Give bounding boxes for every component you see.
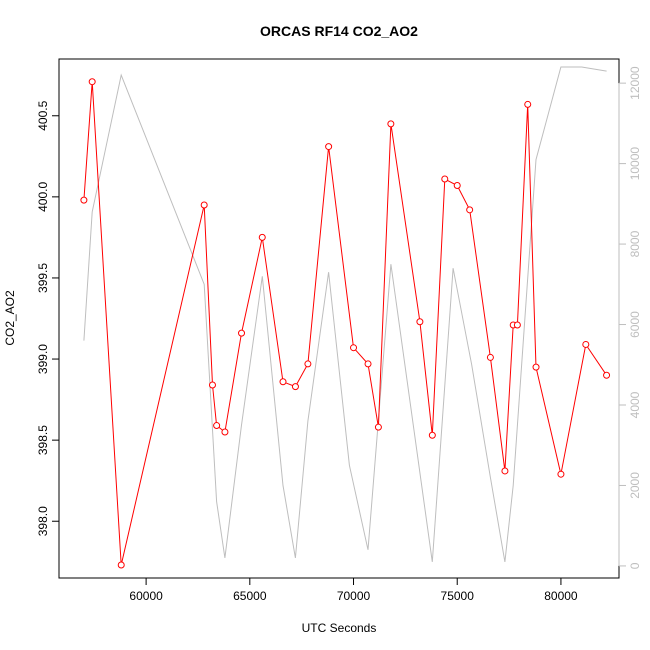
- secondary-y-tick-label: 8000: [628, 230, 642, 257]
- co2-data-point: [350, 344, 358, 352]
- y-tick-label: 398.0: [36, 506, 50, 536]
- co2-data-point: [325, 143, 333, 151]
- secondary-series-line: [83, 66, 607, 562]
- secondary-y-tick-label: 6000: [628, 311, 642, 338]
- co2-data-point: [387, 120, 395, 128]
- y-tick-label: 399.5: [36, 263, 50, 293]
- co2-data-point: [453, 182, 461, 190]
- co2-data-point: [279, 378, 287, 386]
- series-layer: [80, 66, 611, 569]
- x-axis-label: UTC Seconds: [302, 621, 377, 635]
- co2-data-point: [364, 360, 372, 368]
- y-tick-label: 399.0: [36, 344, 50, 374]
- chart-title: ORCAS RF14 CO2_AO2: [260, 23, 418, 39]
- co2-data-point: [208, 381, 216, 389]
- x-tick-label: 70000: [337, 589, 371, 603]
- co2-data-point: [200, 201, 208, 209]
- secondary-y-tick-label: 4000: [628, 391, 642, 418]
- co2-data-point: [524, 100, 532, 108]
- x-axis: 60000 65000 70000 75000 80000: [129, 577, 578, 603]
- co2-data-point: [213, 422, 221, 430]
- x-tick-label: 60000: [129, 589, 163, 603]
- co2-data-point: [466, 206, 474, 214]
- co2-data-point: [513, 321, 521, 329]
- secondary-y-tick-label: 0: [628, 562, 642, 569]
- co2-data-point: [486, 353, 494, 361]
- y-axis: 398.0 398.5 399.0 399.5 400.0 400.5: [36, 100, 60, 536]
- co2-series-line: [83, 81, 608, 566]
- secondary-y-tick-label: 12000: [628, 66, 642, 100]
- co2-data-point: [582, 340, 590, 348]
- co2-data-point: [304, 360, 312, 368]
- x-tick-label: 80000: [544, 589, 578, 603]
- co2-data-point: [88, 78, 96, 86]
- secondary-y-axis: 0 2000 4000 6000 8000 10000 12000: [618, 66, 642, 569]
- co2-data-point: [291, 383, 299, 391]
- secondary-y-tick-label: 2000: [628, 472, 642, 499]
- x-tick-label: 75000: [441, 589, 475, 603]
- co2-data-point: [557, 470, 565, 478]
- y-tick-label: 400.0: [36, 182, 50, 212]
- co2-data-point: [603, 371, 611, 379]
- plot-area-frame: [58, 58, 620, 579]
- co2-data-point: [238, 329, 246, 337]
- co2-data-point: [374, 423, 382, 431]
- co2-data-point: [258, 233, 266, 241]
- co2-data-point: [416, 318, 424, 326]
- co2-data-point: [532, 363, 540, 371]
- y-tick-label: 398.5: [36, 425, 50, 455]
- co2-data-point: [428, 431, 436, 439]
- secondary-y-tick-label: 10000: [628, 147, 642, 181]
- y-axis-label: CO2_AO2: [3, 290, 17, 346]
- y-tick-label: 400.5: [36, 100, 50, 130]
- x-tick-label: 65000: [233, 589, 267, 603]
- co2-data-point: [117, 561, 125, 569]
- co2-data-point: [221, 428, 229, 436]
- co2-data-point: [80, 196, 88, 204]
- co2-data-point: [501, 467, 509, 475]
- co2-data-point: [441, 175, 449, 183]
